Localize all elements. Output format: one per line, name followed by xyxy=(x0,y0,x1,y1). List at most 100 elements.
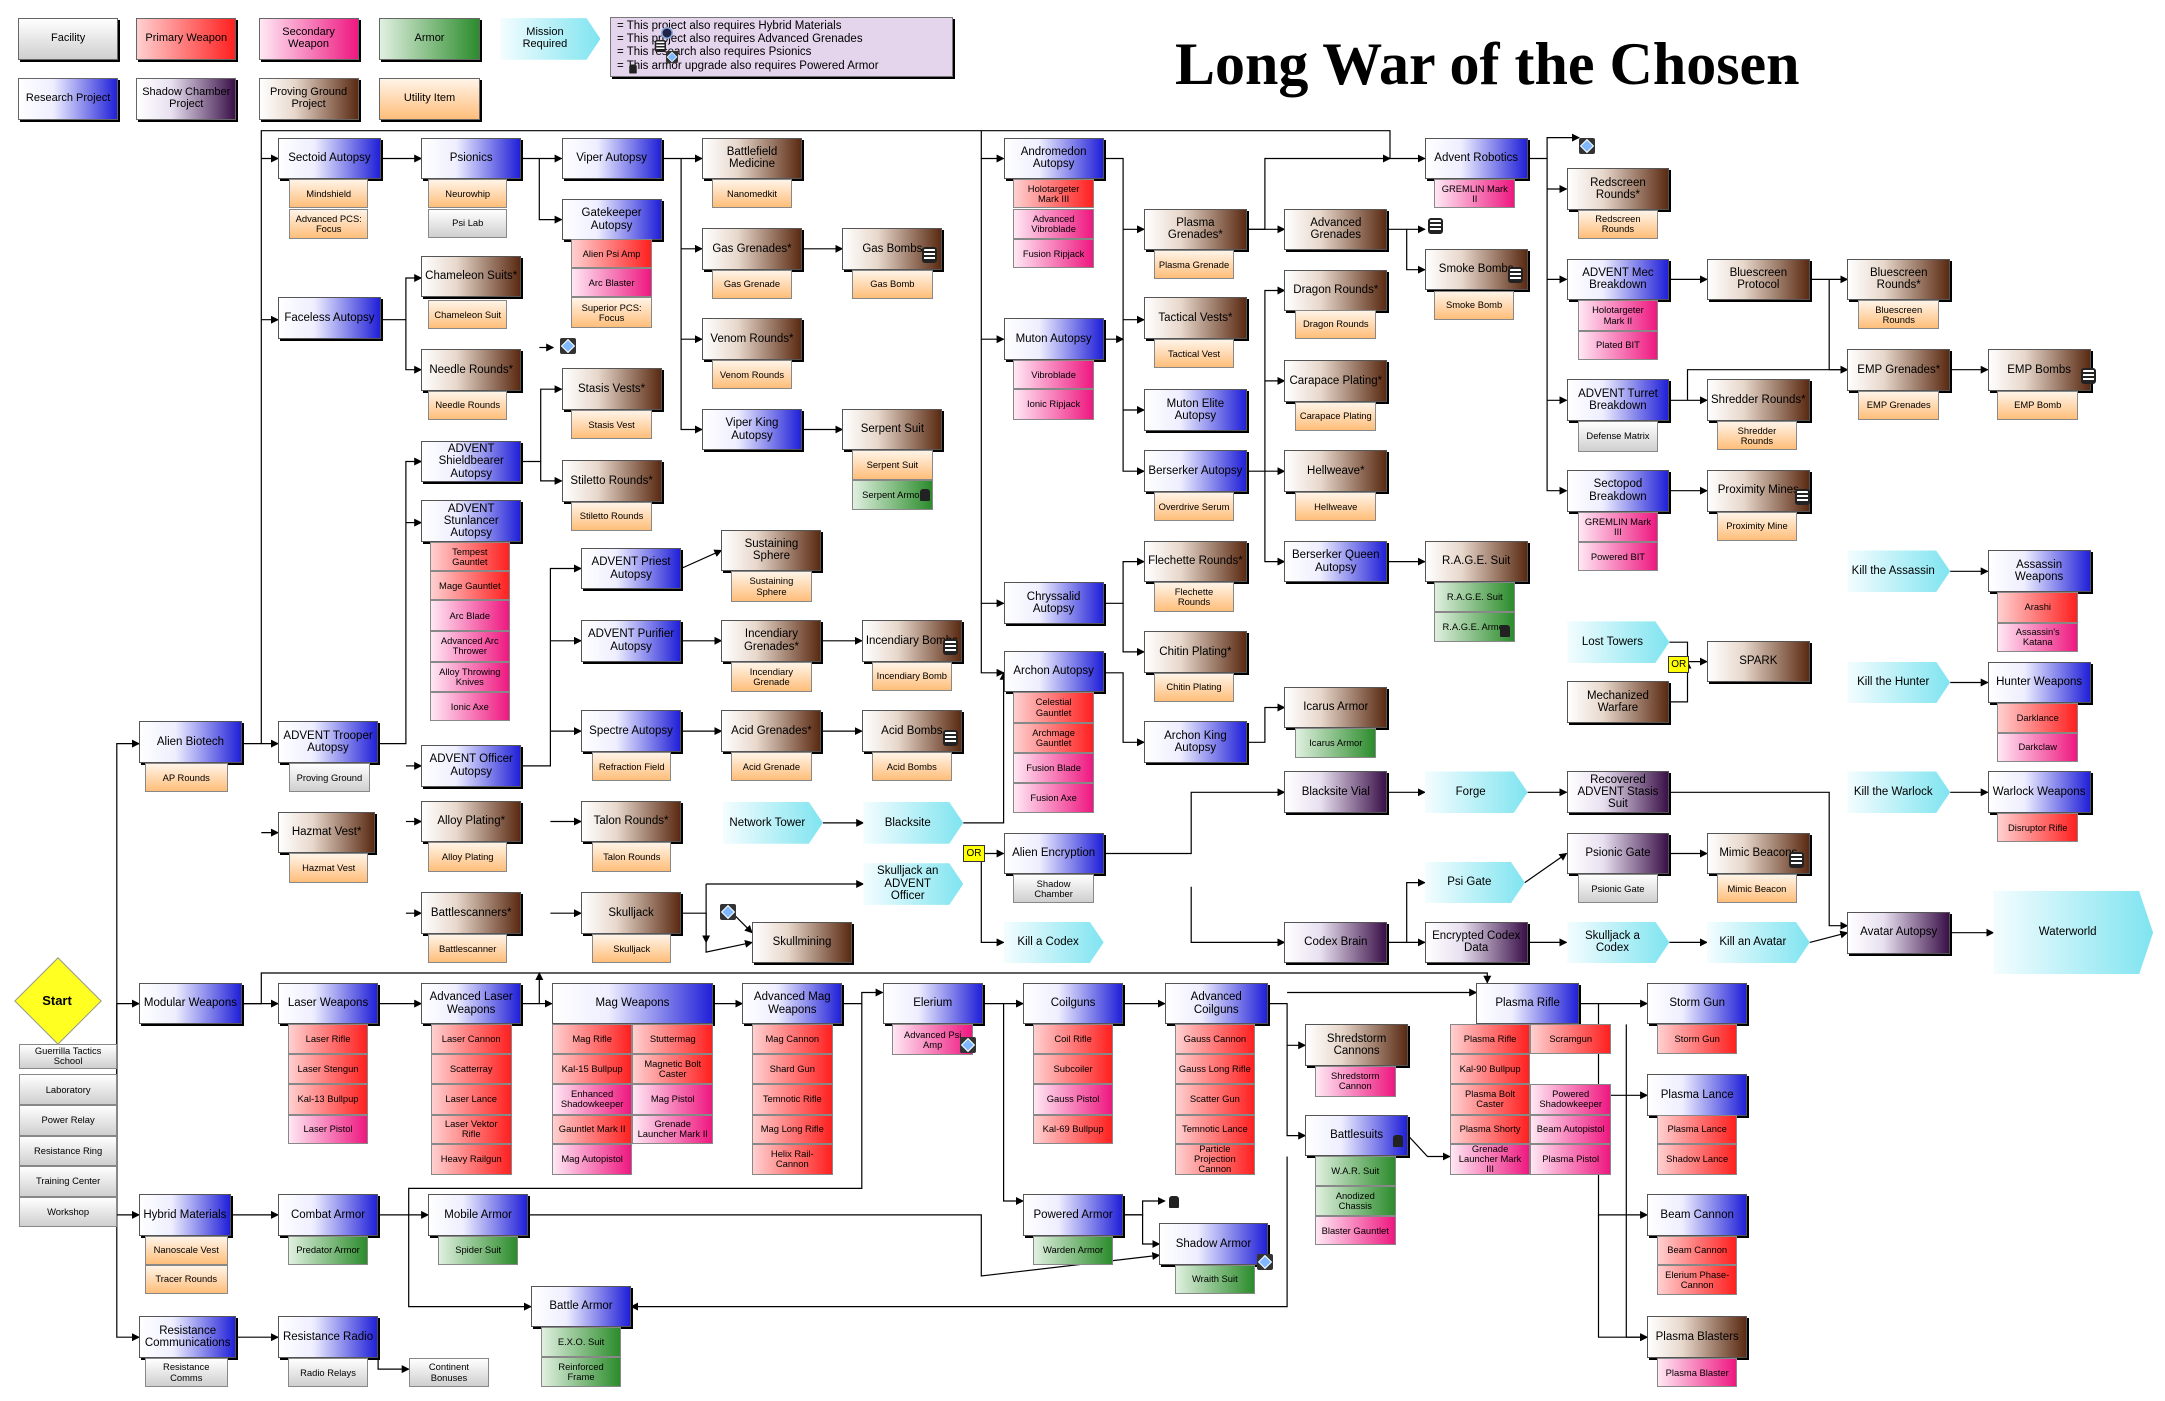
node-temnotic-lance-primary[interactable]: Temnotic Lance xyxy=(1174,1114,1256,1144)
node-laser-rifle-primary[interactable]: Laser Rifle xyxy=(287,1024,369,1054)
node-scramgun-primary[interactable]: Scramgun xyxy=(1530,1024,1611,1054)
node-plasma-bolt-caster-primary[interactable]: Plasma Bolt Caster xyxy=(1449,1084,1531,1115)
node-advanced-mag-weapons-research[interactable]: Advanced Mag Weapons xyxy=(742,982,843,1025)
node-archon-autopsy-research[interactable]: Archon Autopsy xyxy=(1003,650,1104,693)
node-heavy-railgun-primary[interactable]: Heavy Railgun xyxy=(430,1143,512,1175)
node-flechette-rounds-proving[interactable]: Flechette Rounds* xyxy=(1143,540,1247,583)
node-battlescanner-utility[interactable]: Battlescanner xyxy=(428,934,508,964)
node-powered-bit-secondary[interactable]: Powered BIT xyxy=(1577,542,1659,572)
node-avatar-autopsy-shadow[interactable]: Avatar Autopsy xyxy=(1847,911,1951,954)
node-hybrid-materials-research[interactable]: Hybrid Materials xyxy=(139,1194,231,1236)
node-kill-the-hunter-mission[interactable]: Kill the Hunter xyxy=(1847,662,1950,704)
node-mage-gauntlet-primary[interactable]: Mage Gauntlet xyxy=(429,571,511,601)
node-redscreen-rounds-proving[interactable]: Redscreen Rounds* xyxy=(1566,168,1670,210)
node-battlefield-medicine-proving[interactable]: Battlefield Medicine xyxy=(701,137,803,180)
node-shredder-rounds-proving[interactable]: Shredder Rounds* xyxy=(1706,379,1810,422)
node-advanced-arc-thrower-secondary[interactable]: Advanced Arc Thrower xyxy=(429,631,511,662)
node-berserker-autopsy-research[interactable]: Berserker Autopsy xyxy=(1143,450,1247,493)
node-redscreen-rounds-utility[interactable]: Redscreen Rounds xyxy=(1577,209,1659,240)
node-mindshield-utility[interactable]: Mindshield xyxy=(289,179,369,209)
node-laboratory-facility[interactable]: Laboratory xyxy=(19,1074,117,1106)
node-plasma-blasters-proving[interactable]: Plasma Blasters xyxy=(1647,1316,1748,1359)
node-waterworld-mission[interactable]: Waterworld xyxy=(1993,891,2153,974)
node-mag-long-rifle-primary[interactable]: Mag Long Rifle xyxy=(751,1114,833,1144)
node-hazmat-vest-utility[interactable]: Hazmat Vest xyxy=(289,853,369,883)
node-sectoid-autopsy-research[interactable]: Sectoid Autopsy xyxy=(278,137,381,180)
node-hellweave-proving[interactable]: Hellweave* xyxy=(1284,450,1388,493)
node-alloy-plating-utility[interactable]: Alloy Plating xyxy=(428,842,508,872)
node-incendiary-grenade-utility[interactable]: Incendiary Grenade xyxy=(731,661,812,693)
node-chameleon-suit-utility[interactable]: Chameleon Suit xyxy=(428,300,508,330)
node-fusion-blade-secondary[interactable]: Fusion Blade xyxy=(1013,753,1094,783)
node-plasma-blaster-secondary[interactable]: Plasma Blaster xyxy=(1656,1358,1738,1388)
node-tempest-gauntlet-primary[interactable]: Tempest Gauntlet xyxy=(429,542,511,572)
node-acid-bombs-utility[interactable]: Acid Bombs xyxy=(871,751,953,782)
node-predator-armor-armor[interactable]: Predator Armor xyxy=(287,1235,369,1265)
node-kill-the-assassin-mission[interactable]: Kill the Assassin xyxy=(1847,550,1950,592)
node-assassin-s-katana-secondary[interactable]: Assassin's Katana xyxy=(1997,622,2079,652)
node-kal-13-bullpup-primary[interactable]: Kal-13 Bullpup xyxy=(287,1084,369,1115)
node-carapace-plating-proving[interactable]: Carapace Plating* xyxy=(1284,360,1388,402)
node-andromedon-autopsy-research[interactable]: Andromedon Autopsy xyxy=(1003,137,1104,180)
node-gas-grenades-proving[interactable]: Gas Grenades* xyxy=(701,227,803,270)
node-e-x-o-suit-armor[interactable]: E.X.O. Suit xyxy=(540,1327,622,1357)
node-beam-autopistol-secondary[interactable]: Beam Autopistol xyxy=(1530,1114,1611,1144)
node-guerrilla-tactics-school-facility[interactable]: Guerrilla Tactics School xyxy=(19,1043,117,1069)
node-laser-lance-primary[interactable]: Laser Lance xyxy=(430,1084,512,1115)
node-tracer-rounds-utility[interactable]: Tracer Rounds xyxy=(144,1264,228,1295)
node-bluescreen-rounds-utility[interactable]: Bluescreen Rounds xyxy=(1858,300,1940,330)
node-chitin-plating-proving[interactable]: Chitin Plating* xyxy=(1143,631,1247,673)
node-bluescreen-rounds-proving[interactable]: Bluescreen Rounds* xyxy=(1847,258,1951,301)
node-spark-proving[interactable]: SPARK xyxy=(1706,640,1810,683)
node-shredstorm-cannon-secondary[interactable]: Shredstorm Cannon xyxy=(1314,1066,1396,1097)
node-temnotic-rifle-primary[interactable]: Temnotic Rifle xyxy=(751,1084,833,1115)
node-hellweave-utility[interactable]: Hellweave xyxy=(1295,492,1377,522)
node-grenade-launcher-mark-ii-secondary[interactable]: Grenade Launcher Mark II xyxy=(632,1114,714,1144)
node-resistance-communications-research[interactable]: Resistance Communications xyxy=(139,1316,237,1359)
node-advanced-pcs-focus-utility[interactable]: Advanced PCS: Focus xyxy=(289,208,369,240)
node-powered-armor-research[interactable]: Powered Armor xyxy=(1023,1194,1124,1236)
node-skullmining-proving[interactable]: Skullmining xyxy=(751,921,853,964)
node-beam-cannon-research[interactable]: Beam Cannon xyxy=(1647,1194,1748,1236)
node-gauss-long-rifle-primary[interactable]: Gauss Long Rifle xyxy=(1174,1053,1256,1085)
node-alien-biotech-research[interactable]: Alien Biotech xyxy=(139,721,242,764)
node-continent-bonuses-facility[interactable]: Continent Bonuses xyxy=(408,1358,490,1388)
node-alien-encryption-research[interactable]: Alien Encryption xyxy=(1003,832,1104,875)
node-advanced-vibroblade-secondary[interactable]: Advanced Vibroblade xyxy=(1013,208,1094,240)
node-flechette-rounds-utility[interactable]: Flechette Rounds xyxy=(1153,582,1235,612)
node-stuttermag-primary[interactable]: Stuttermag xyxy=(632,1024,714,1054)
node-plasma-rifle-research[interactable]: Plasma Rifle xyxy=(1476,982,1580,1025)
node-gauntlet-mark-ii-primary[interactable]: Gauntlet Mark II xyxy=(551,1114,633,1144)
node-skulljack-proving[interactable]: Skulljack xyxy=(581,892,682,935)
node-talon-rounds-proving[interactable]: Talon Rounds* xyxy=(581,800,682,843)
node-psionic-gate-shadow[interactable]: Psionic Gate xyxy=(1566,832,1670,875)
node-hunter-weapons-research[interactable]: Hunter Weapons xyxy=(1987,661,2091,704)
node-elerium-phase-cannon-primary[interactable]: Elerium Phase-Cannon xyxy=(1656,1264,1738,1296)
node-defense-matrix-facility[interactable]: Defense Matrix xyxy=(1577,421,1659,452)
node-emp-bombs-proving[interactable]: EMP Bombs xyxy=(1987,348,2091,391)
node-chameleon-suits-proving[interactable]: Chameleon Suits* xyxy=(421,255,522,298)
node-mag-cannon-primary[interactable]: Mag Cannon xyxy=(751,1024,833,1054)
node-gremlin-mark-iii-secondary[interactable]: GREMLIN Mark III xyxy=(1577,511,1659,543)
node-disruptor-rifle-primary[interactable]: Disruptor Rifle xyxy=(1997,813,2079,843)
node-venom-rounds-utility[interactable]: Venom Rounds xyxy=(711,360,793,390)
node-serpent-suit-proving[interactable]: Serpent Suit xyxy=(842,408,943,451)
node-coil-rifle-primary[interactable]: Coil Rifle xyxy=(1032,1024,1114,1054)
node-tactical-vests-proving[interactable]: Tactical Vests* xyxy=(1143,297,1247,340)
node-plasma-lance-primary[interactable]: Plasma Lance xyxy=(1656,1114,1738,1144)
node-nanoscale-vest-utility[interactable]: Nanoscale Vest xyxy=(144,1235,228,1265)
node-plasma-lance-research[interactable]: Plasma Lance xyxy=(1647,1074,1748,1117)
node-neurowhip-utility[interactable]: Neurowhip xyxy=(428,179,508,209)
node-emp-grenades-utility[interactable]: EMP Grenades xyxy=(1858,390,1940,420)
node-assassin-weapons-research[interactable]: Assassin Weapons xyxy=(1987,550,2091,593)
node-bluescreen-protocol-proving[interactable]: Bluescreen Protocol xyxy=(1706,258,1810,301)
node-laser-cannon-primary[interactable]: Laser Cannon xyxy=(430,1024,512,1054)
node-network-tower-mission[interactable]: Network Tower xyxy=(723,802,823,844)
node-kill-a-codex-mission[interactable]: Kill a Codex xyxy=(1004,922,1104,964)
node-skulljack-a-codex-mission[interactable]: Skulljack a Codex xyxy=(1567,922,1670,964)
node-needle-rounds-proving[interactable]: Needle Rounds* xyxy=(421,348,522,391)
node-shadow-armor-research[interactable]: Shadow Armor xyxy=(1159,1223,1268,1265)
node-subcoiler-primary[interactable]: Subcoiler xyxy=(1032,1053,1114,1085)
node-emp-grenades-proving[interactable]: EMP Grenades* xyxy=(1847,348,1951,391)
node-shard-gun-primary[interactable]: Shard Gun xyxy=(751,1053,833,1085)
